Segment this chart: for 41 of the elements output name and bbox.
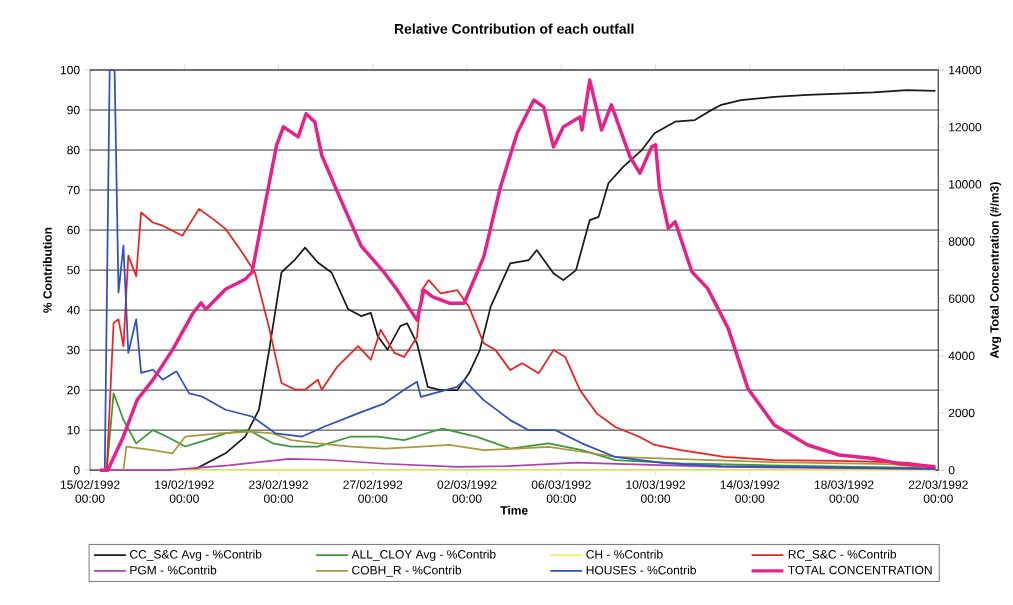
y-tick-label: 60: [67, 225, 80, 235]
y-tick-label: 20: [67, 385, 80, 395]
y-tick-label: 0: [73, 465, 80, 475]
y2-tick-label: 10000: [949, 180, 982, 189]
y-tick-label: 40: [67, 305, 80, 315]
y2-axis-title: Avg Total Concentration (#/m3): [989, 182, 1002, 359]
y-tick-label: 30: [67, 345, 80, 355]
y-tick-label: 80: [67, 145, 80, 155]
legend-label: CH - %Contrib: [586, 549, 663, 559]
y-tick-label: 10: [67, 425, 80, 435]
y2-tick-label: 0: [948, 465, 955, 475]
x-tick-label: 19/02/1992 00:00: [155, 480, 214, 503]
x-tick-label: 10/03/1992 00:00: [626, 480, 685, 503]
y-tick-label: 90: [67, 105, 80, 115]
legend-label: ALL_CLOY Avg - %Contrib: [351, 549, 496, 562]
x-tick-label: 02/03/1992 00:00: [437, 480, 497, 503]
x-tick-label: 22/03/1992 00:00: [908, 480, 968, 503]
legend-label: TOTAL CONCENTRATION: [788, 565, 932, 575]
x-tick-label: 15/02/1992 00:00: [60, 480, 120, 503]
legend-label: PGM - %Contrib: [130, 565, 217, 575]
y2-tick-label: 8000: [948, 237, 975, 246]
legend-label: RC_S&C - %Contrib: [788, 549, 897, 561]
x-axis-title: Time: [500, 505, 528, 515]
y2-tick-label: 14000: [949, 65, 982, 75]
chart-title: Relative Contribution of each outfall: [394, 23, 634, 34]
x-tick-label: 23/02/1992 00:00: [249, 480, 308, 503]
y2-tick-label: 2000: [948, 408, 975, 418]
x-tick-label: 14/03/1992 00:00: [720, 480, 780, 503]
x-tick-label: 27/02/1992 00:00: [343, 480, 403, 503]
legend-label: HOUSES - %Contrib: [586, 565, 696, 575]
y-axis-title: % Contribution: [42, 227, 52, 313]
y-tick-label: 70: [67, 185, 80, 195]
y2-tick-label: 6000: [948, 294, 975, 303]
x-tick-label: 18/03/1992 00:00: [814, 480, 874, 503]
x-tick-label: 06/03/1992 00:00: [531, 480, 591, 503]
legend-label: CC_S&C Avg - %Contrib: [130, 549, 262, 562]
y-tick-label: 50: [67, 265, 80, 275]
legend-label: COBH_R - %Contrib: [352, 565, 462, 577]
y-tick-label: 100: [60, 65, 80, 75]
y2-tick-label: 4000: [948, 351, 975, 361]
y2-tick-label: 12000: [949, 122, 982, 132]
